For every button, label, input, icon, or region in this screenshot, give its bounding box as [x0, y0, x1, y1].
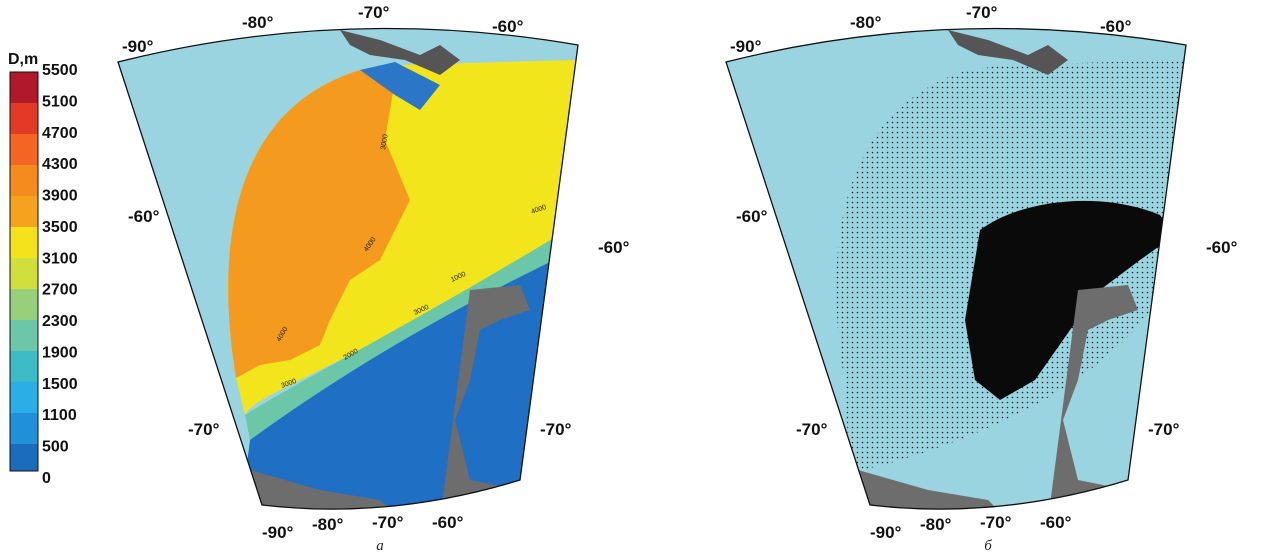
coordinate-label: -80°	[242, 13, 274, 32]
coordinate-label: -90°	[122, 37, 154, 56]
colorbar-tick-label: 0	[42, 470, 51, 487]
coordinate-label: -60°	[492, 17, 524, 36]
coordinate-label: -70°	[796, 420, 828, 439]
coordinate-label: -60°	[1040, 513, 1072, 532]
coordinate-label: -90°	[262, 523, 294, 542]
coordinate-label: -80°	[312, 515, 344, 534]
colorbar-tick-label: 1100	[42, 407, 77, 424]
colorbar-tick-label: 1500	[42, 376, 78, 393]
coordinate-label: -60°	[598, 238, 630, 257]
coordinate-label: -60°	[1206, 238, 1238, 257]
colorbar	[10, 72, 38, 471]
colorbar-tick-label: 3900	[42, 188, 78, 205]
colorbar-tick-label: 4700	[42, 125, 78, 142]
panel-caption: а	[376, 538, 384, 554]
coordinate-label: -90°	[730, 37, 762, 56]
coordinate-label: -70°	[188, 420, 220, 439]
coordinate-label: -90°	[870, 523, 902, 542]
coordinate-label: -70°	[966, 3, 998, 22]
coordinate-label: -70°	[980, 513, 1012, 532]
coordinate-label: -80°	[850, 13, 882, 32]
coordinate-label: -70°	[358, 3, 390, 22]
colorbar-tick-label: 500	[42, 439, 69, 456]
coordinate-label: -60°	[736, 207, 768, 226]
coordinate-label: -70°	[372, 513, 404, 532]
coordinate-label: -60°	[128, 207, 160, 226]
colorbar-tick-label: 2700	[42, 282, 78, 299]
colorbar-tick-label: 3100	[42, 250, 78, 267]
coordinate-label: -80°	[920, 515, 952, 534]
colorbar-tick-label: 3500	[42, 219, 78, 236]
colorbar-title: D,m	[8, 51, 38, 68]
colorbar-tick-label: 1900	[42, 344, 78, 361]
figure: D,m 5500 5100 4700 4300 3900 3500 3100 2700 2300…	[0, 0, 1272, 555]
panel-caption: б	[984, 538, 992, 554]
coordinate-label: -70°	[540, 420, 572, 439]
coordinate-label: -70°	[1148, 420, 1180, 439]
coordinate-label: -60°	[1100, 17, 1132, 36]
colorbar-tick-label: 2300	[42, 313, 78, 330]
coordinate-label: -60°	[432, 513, 464, 532]
colorbar-tick-label: 5100	[42, 93, 78, 110]
map-a	[118, 29, 579, 520]
colorbar-tick-label: 5500	[42, 62, 78, 79]
map-b	[726, 29, 1187, 520]
colorbar-tick-label: 4300	[42, 156, 78, 173]
